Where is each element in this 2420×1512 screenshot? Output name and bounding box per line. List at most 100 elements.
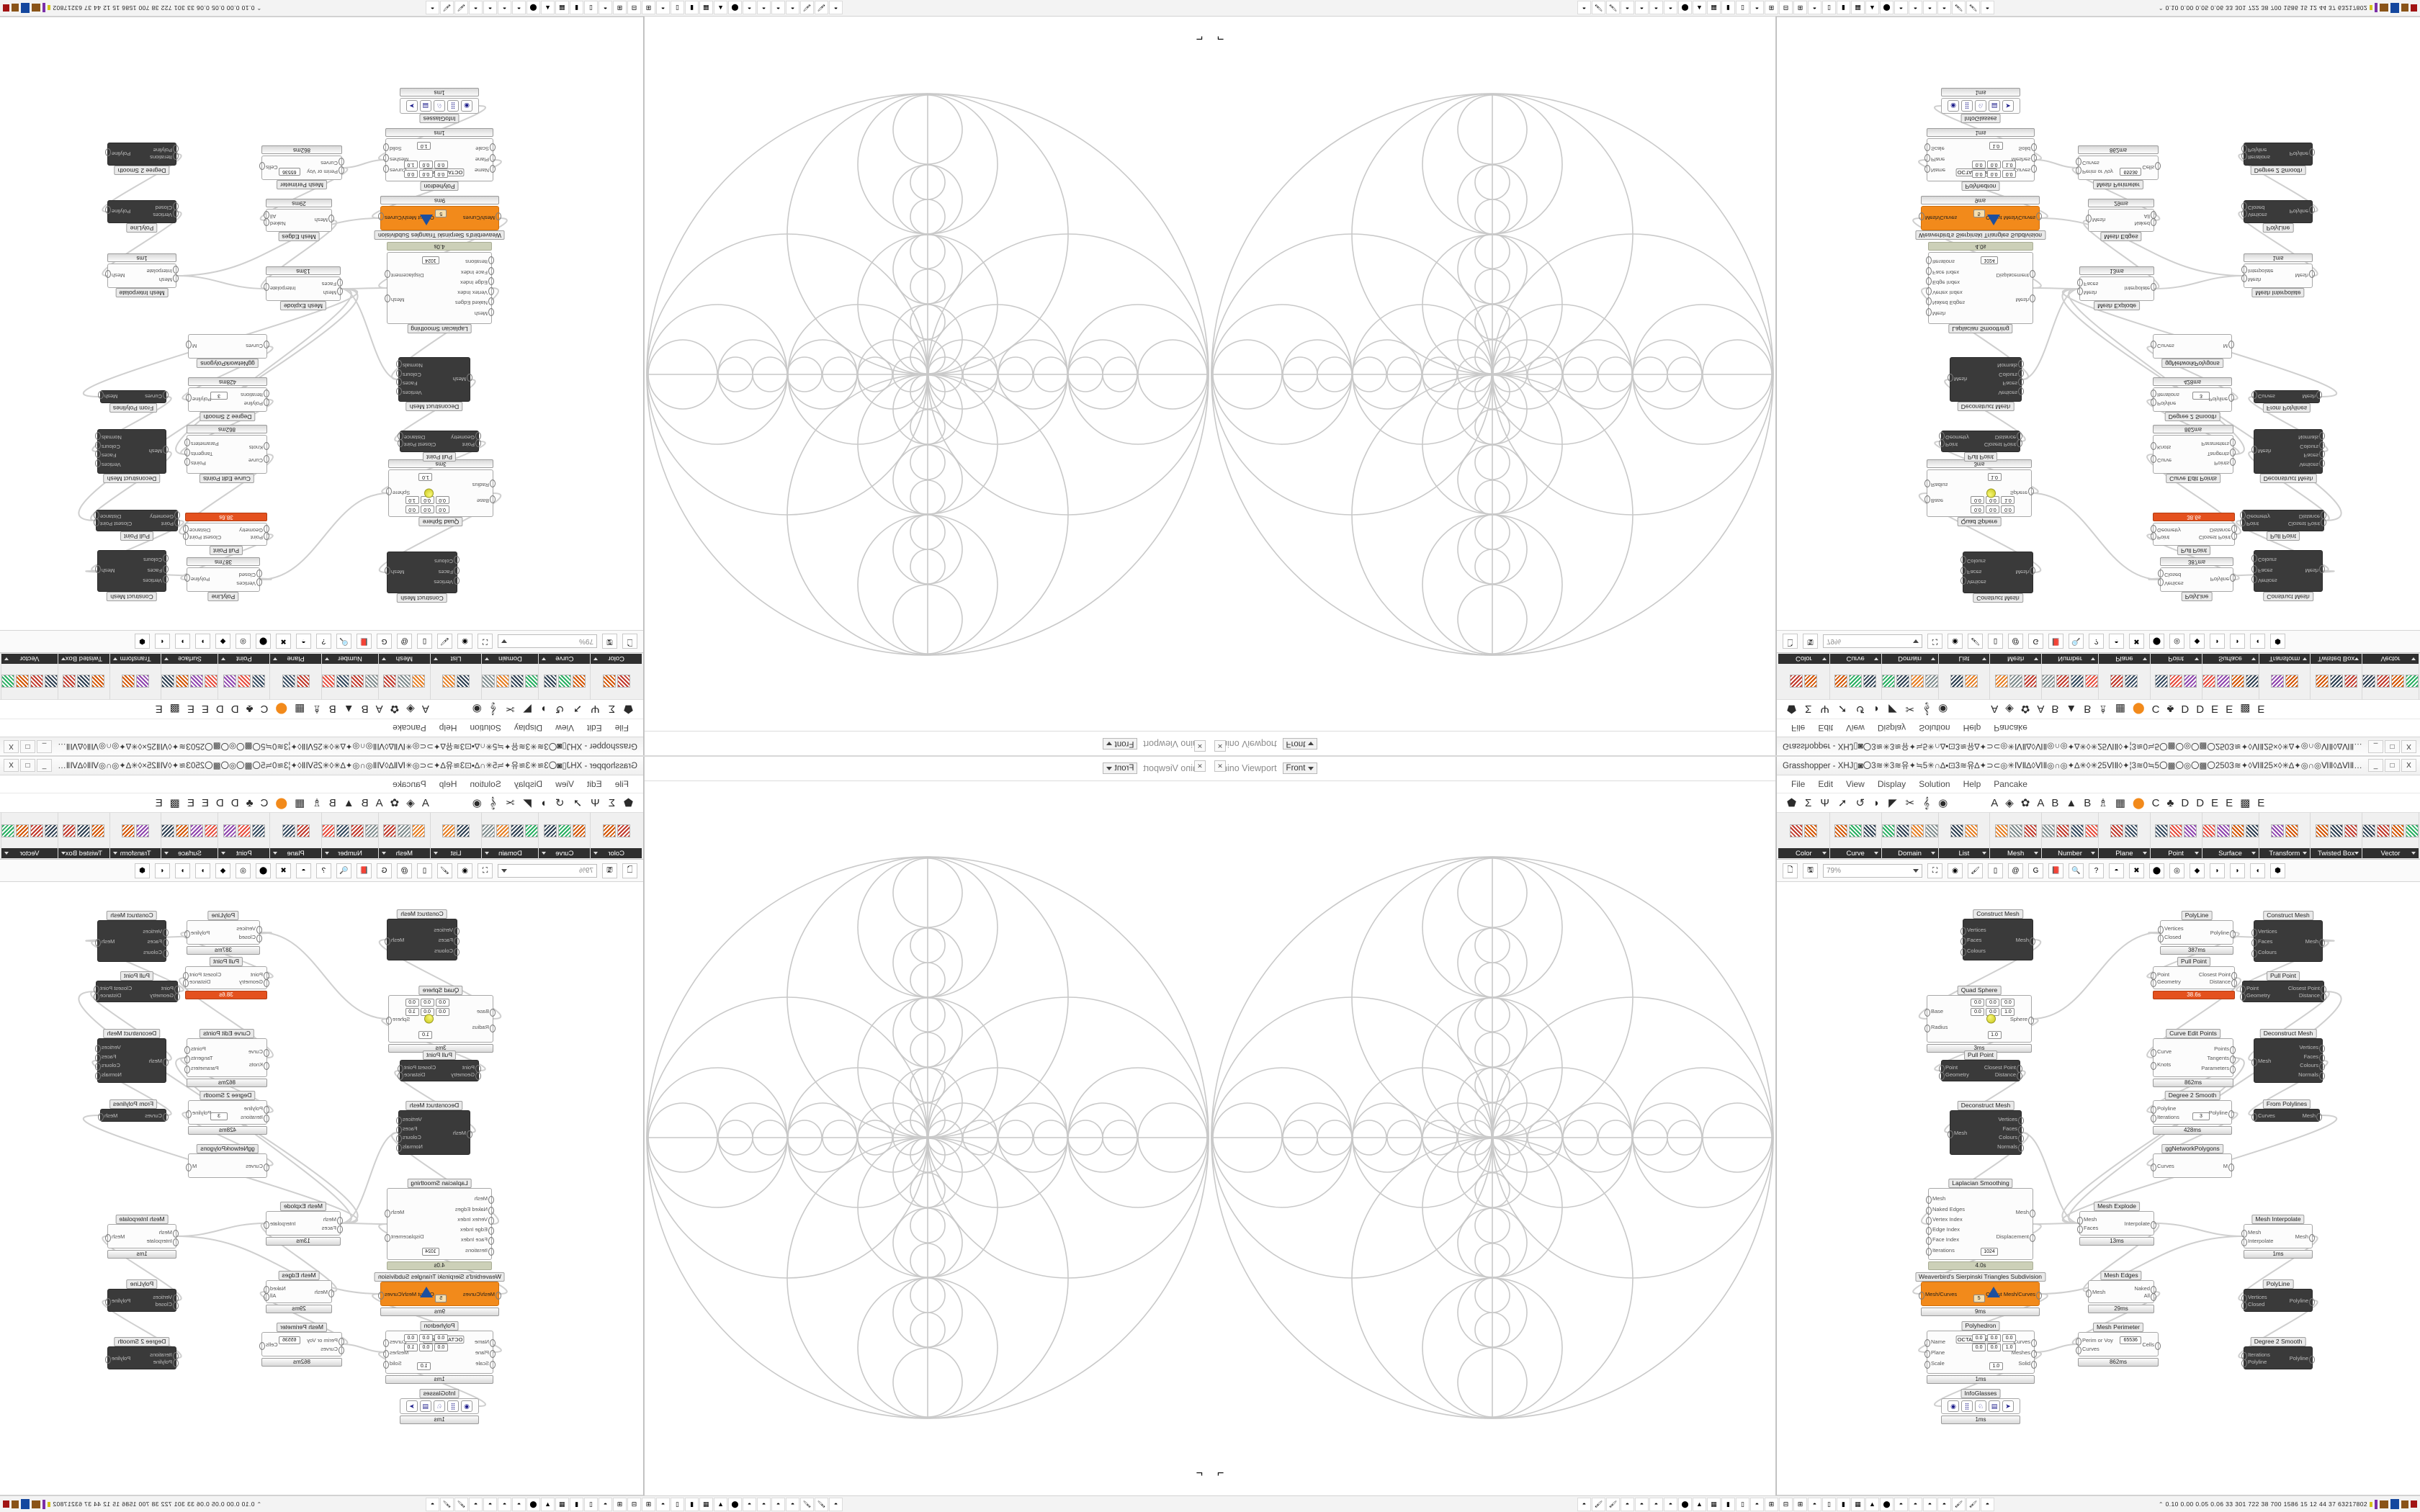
menu-pancake[interactable]: Pancake	[393, 723, 426, 733]
input-param-iterations[interactable]: Iterations	[2157, 392, 2179, 399]
gh-component-laplacian-smoothing[interactable]: Laplacian Smoothing Mesh Naked Edges Vertex…	[1926, 242, 2035, 333]
perim-value-field[interactable]: 65536	[2120, 1336, 2142, 1344]
component-icon[interactable]	[2231, 824, 2244, 837]
output-knob[interactable]	[2018, 360, 2024, 369]
output-knob[interactable]	[396, 360, 402, 369]
output-knob[interactable]	[95, 1053, 101, 1062]
output-param-interpolate[interactable]: Interpolate	[2124, 1220, 2150, 1227]
input-knob[interactable]	[2086, 1290, 2092, 1297]
profiler-icon[interactable]: ▯	[1988, 634, 2003, 649]
at-icon[interactable]: @	[397, 863, 412, 878]
input-knob[interactable]	[496, 212, 501, 220]
component-icon[interactable]	[2155, 675, 2169, 688]
taskbar-button[interactable]: ⬤	[1880, 1497, 1894, 1511]
input-param-mesh[interactable]: Mesh	[148, 1058, 162, 1064]
input-knob[interactable]	[490, 165, 496, 173]
plane-value-field[interactable]: 0.0	[435, 999, 449, 1007]
component-body[interactable]: ◉ ⣿ ♘ ▤ ➤	[1941, 98, 2020, 114]
input-param-mesh[interactable]: Mesh	[2084, 289, 2097, 296]
book-icon[interactable]: 📕	[357, 634, 372, 649]
input-param-mesh-curves[interactable]: Mesh/Curves	[1925, 215, 1958, 221]
menu-view[interactable]: View	[1846, 723, 1865, 733]
input-knob[interactable]	[1926, 287, 1932, 296]
input-param-mesh[interactable]: Mesh	[2092, 1289, 2106, 1295]
scale-value-field[interactable]: 1.0	[418, 1031, 433, 1039]
input-knob[interactable]	[2158, 577, 2164, 586]
output-param-solid[interactable]: Solid	[2018, 145, 2030, 152]
input-param-curves[interactable]: Curves	[2258, 1112, 2275, 1119]
component-tab-list[interactable]: List	[1938, 653, 1991, 700]
output-knob[interactable]	[183, 524, 189, 533]
input-knob[interactable]	[2251, 1113, 2257, 1121]
output-knob[interactable]	[94, 518, 99, 526]
input-knob[interactable]	[1924, 154, 1930, 162]
input-knob[interactable]	[264, 979, 269, 988]
infoglasses-toggle[interactable]: ▤	[1989, 100, 2000, 112]
close-button[interactable]: X	[4, 759, 19, 772]
component-body[interactable]: Perim or Voy Curves Cells 65536	[259, 156, 344, 180]
component-icon[interactable]	[63, 675, 76, 688]
infoglasses-toggle[interactable]: ♘	[434, 1400, 445, 1412]
component-icon[interactable]	[45, 675, 58, 688]
input-param-closed[interactable]: Closed	[155, 1301, 172, 1308]
input-param-perim-or-voy[interactable]: Perim or Voy	[2082, 1337, 2113, 1344]
zoom-combo[interactable]: 79%	[498, 863, 597, 878]
input-param-naked-edges[interactable]: Naked Edges	[1932, 1205, 1966, 1212]
component-body[interactable]: Mesh/Curves Output Mesh/Curves 5	[378, 206, 501, 230]
component-body[interactable]: Base Radius Sphere 0.0 0.0 0.0 0.0 0.0 1.0 1.0	[386, 469, 496, 517]
taskbar-button[interactable]: 🖌	[1966, 1, 1980, 15]
output-param-all[interactable]: All	[270, 212, 277, 220]
component-icon[interactable]	[365, 675, 378, 688]
glyph-leaf-icon[interactable]: ◈	[2005, 797, 2014, 809]
taskbar-button[interactable]: 🖌	[440, 1, 454, 15]
gh-component-pull-point-1[interactable]: Pull Point Point Geometry Closest Point Dist…	[398, 431, 481, 462]
gh-component-pull-point-2[interactable]: Pull Point Point Geometry Closest Point Dist…	[2151, 513, 2237, 555]
output-knob[interactable]	[105, 148, 111, 156]
component-body[interactable]: Vertices Closed Polyline	[184, 920, 262, 945]
component-body[interactable]: Polyline Iterations Polyline 3	[2151, 1100, 2234, 1125]
taskbar-button[interactable]: ◓	[771, 1, 785, 15]
component-tab-transform[interactable]: Transform	[2259, 653, 2311, 700]
component-body[interactable]: NamePlaneScaleCurvesMeshesSolidOCTAHEDRO…	[1924, 1331, 2037, 1374]
glyph-scissors-icon[interactable]: ✂	[1905, 797, 1915, 809]
glyph-hexagon-icon[interactable]: ⬟	[1787, 703, 1797, 715]
input-param-mesh-curves[interactable]: Mesh/Curves	[1925, 1291, 1958, 1297]
taskbar-button[interactable]: ⊞	[613, 1497, 627, 1511]
component-body[interactable]: Curves Mesh	[2251, 1109, 2322, 1122]
taskbar-button[interactable]: ▯	[1736, 1, 1749, 15]
input-param-curve[interactable]: Curve	[248, 1048, 263, 1055]
infoglasses-toggle[interactable]: ▤	[420, 100, 431, 112]
output-param-closest-point[interactable]: Closest Point	[2287, 985, 2320, 991]
input-knob[interactable]	[1924, 1009, 1930, 1017]
taskbar-button[interactable]: ⊞	[1793, 1, 1807, 15]
output-knob[interactable]	[2155, 162, 2161, 170]
gem-red-icon[interactable]: ◆	[215, 863, 230, 878]
component-icon[interactable]	[1834, 675, 1848, 688]
input-param-curve[interactable]: Curve	[248, 457, 263, 464]
output-param-interpolate[interactable]: Interpolate	[2124, 285, 2150, 292]
input-knob[interactable]	[264, 341, 269, 348]
output-param-mesh[interactable]: Mesh	[2302, 393, 2316, 400]
glyph-c-icon[interactable]: C	[260, 703, 269, 716]
output-param-interpolate[interactable]: Interpolate	[270, 1220, 296, 1227]
component-body[interactable]: Curve Knots Points Tangents Parameters	[184, 1038, 269, 1077]
input-knob[interactable]	[2241, 1230, 2247, 1238]
input-knob[interactable]	[173, 1302, 179, 1310]
shell-icon[interactable]: ◎	[236, 863, 251, 878]
input-param-geometry[interactable]: Geometry	[451, 1071, 475, 1078]
level-field[interactable]: 5	[435, 210, 447, 217]
glyph-blob-icon[interactable]: ◗	[539, 703, 547, 716]
input-param-iterations[interactable]: Iterations	[465, 1246, 488, 1254]
input-knob[interactable]	[2151, 524, 2156, 533]
input-knob[interactable]	[2251, 939, 2257, 947]
output-knob[interactable]	[2030, 937, 2035, 945]
glyph-e3-icon[interactable]: E	[2257, 796, 2265, 809]
input-knob[interactable]	[339, 1338, 344, 1346]
component-icon[interactable]	[2056, 824, 2069, 837]
component-body[interactable]: Point Geometry Closest Point Distance	[2240, 981, 2326, 1002]
component-tab-curve[interactable]: Curve	[1829, 812, 1882, 859]
input-param-faces[interactable]: Faces	[2258, 938, 2273, 945]
input-param-geometry[interactable]: Geometry	[239, 978, 263, 986]
component-body[interactable]: Curve Knots Points Tangents Parameters	[184, 435, 269, 474]
input-knob[interactable]	[488, 1196, 494, 1205]
